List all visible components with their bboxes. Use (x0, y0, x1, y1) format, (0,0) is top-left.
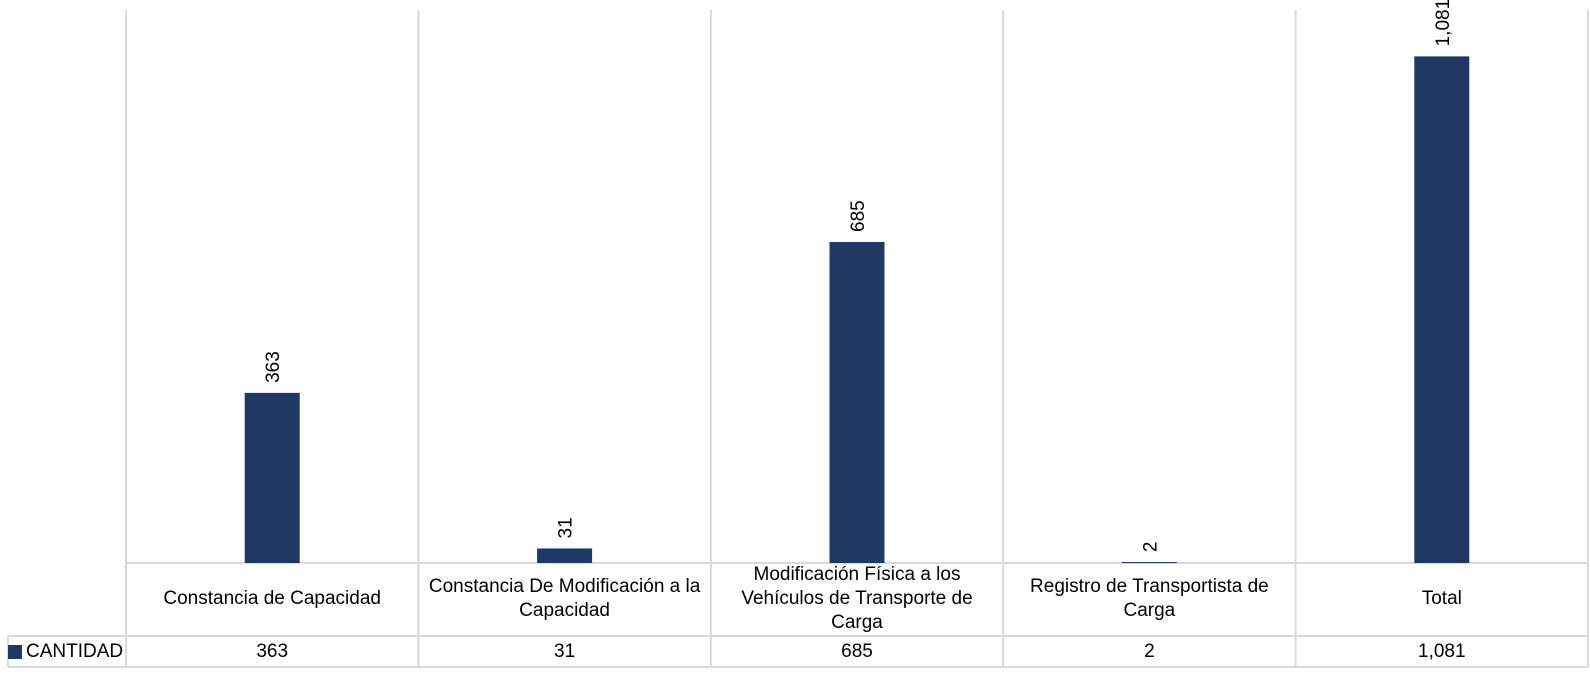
bar (829, 241, 885, 563)
data-label: 363 (263, 351, 284, 383)
bars (244, 56, 1470, 564)
category-label: Total (1421, 588, 1462, 609)
bar (244, 392, 300, 563)
category-label: Registro de Transportista de Carga (1030, 576, 1269, 621)
table-value: 2 (1144, 641, 1155, 662)
legend-label: CANTIDAD (26, 641, 124, 662)
bar (537, 548, 593, 563)
data-label: 31 (556, 517, 577, 538)
bar (1414, 56, 1470, 564)
legend-swatch (8, 645, 22, 659)
table-value: 685 (841, 641, 873, 662)
category-label: Modificación Física a los Vehículos de T… (741, 564, 973, 633)
legend-series: CANTIDAD (8, 637, 126, 667)
table-value: 363 (256, 641, 289, 662)
data-label: 2 (1140, 541, 1161, 552)
category-label: Constancia de Capacidad (163, 588, 381, 609)
data-label: 685 (848, 200, 869, 232)
data-labels: 363 31 685 2 1,081 (263, 0, 1454, 552)
table-value: 31 (554, 641, 576, 662)
table-value: 1,081 (1418, 641, 1466, 662)
data-label: 1,081 (1433, 0, 1454, 46)
bar (1121, 562, 1177, 564)
category-label: Constancia De Modificación a la Capacida… (428, 576, 701, 621)
